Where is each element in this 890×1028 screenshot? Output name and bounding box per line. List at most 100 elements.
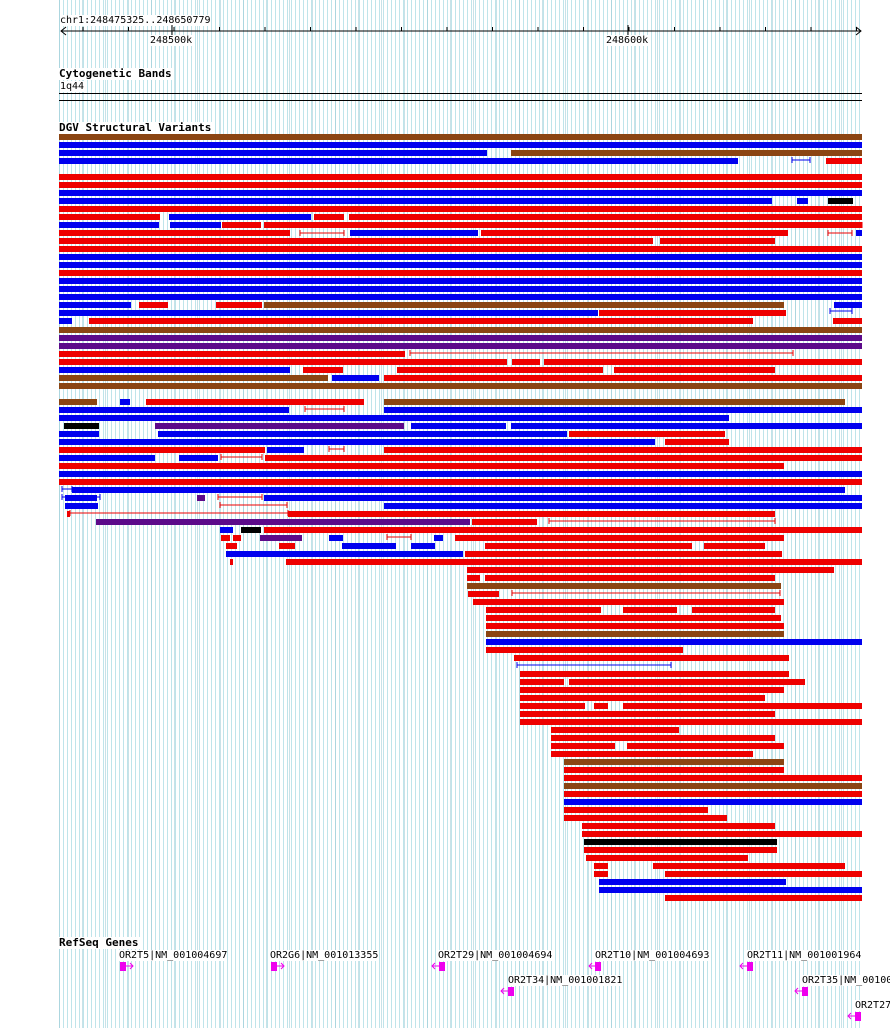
dgv-variant-feature[interactable] bbox=[59, 302, 131, 308]
dgv-variant-feature[interactable] bbox=[473, 599, 784, 605]
dgv-variant-feature[interactable] bbox=[486, 615, 781, 621]
dgv-variant-feature[interactable] bbox=[265, 455, 862, 461]
dgv-variant-feature[interactable] bbox=[520, 719, 862, 725]
dgv-variant-feature[interactable] bbox=[514, 655, 789, 661]
dgv-variant-feature[interactable] bbox=[564, 767, 784, 773]
dgv-variant-feature[interactable] bbox=[342, 543, 396, 549]
dgv-variant-feature[interactable] bbox=[267, 447, 304, 453]
gene-label-or2t11[interactable]: OR2T11|NM_001001964 bbox=[747, 950, 862, 961]
dgv-variant-feature[interactable] bbox=[286, 559, 862, 565]
dgv-variant-feature[interactable] bbox=[220, 527, 233, 533]
dgv-variant-feature[interactable] bbox=[226, 543, 237, 549]
dgv-variant-feature[interactable] bbox=[569, 431, 725, 437]
dgv-variant-feature[interactable] bbox=[96, 519, 470, 525]
gene-glyph-or2t11[interactable] bbox=[739, 962, 753, 971]
gene-label-or2t29[interactable]: OR2T29|NM_001004694 bbox=[438, 950, 553, 961]
dgv-variant-feature[interactable] bbox=[551, 727, 679, 733]
dgv-variant-feature[interactable] bbox=[158, 431, 567, 437]
dgv-variant-feature[interactable] bbox=[65, 503, 98, 509]
dgv-variant-feature[interactable] bbox=[467, 583, 781, 589]
dgv-track-title[interactable]: DGV Structural Variants bbox=[59, 121, 214, 134]
dgv-variant-feature[interactable] bbox=[59, 278, 862, 284]
dgv-variant-feature[interactable] bbox=[230, 559, 233, 565]
gene-glyph-or2t34[interactable] bbox=[500, 987, 514, 996]
dgv-variant-feature[interactable] bbox=[564, 783, 862, 789]
dgv-variant-feature[interactable] bbox=[59, 431, 99, 437]
gene-glyph-or2t10[interactable] bbox=[588, 962, 601, 971]
dgv-variant-feature[interactable] bbox=[627, 743, 784, 749]
dgv-variant-feature[interactable] bbox=[59, 182, 862, 188]
dgv-variant-feature[interactable] bbox=[582, 831, 862, 837]
dgv-variant-feature[interactable] bbox=[486, 639, 862, 645]
dgv-variant-feature[interactable] bbox=[704, 543, 765, 549]
dgv-variant-feature[interactable] bbox=[564, 815, 727, 821]
dgv-variant-feature[interactable] bbox=[465, 551, 782, 557]
gene-label-or2t35[interactable]: OR2T35|NM_00100 bbox=[802, 975, 890, 986]
dgv-variant-feature[interactable] bbox=[486, 647, 683, 653]
dgv-variant-feature[interactable] bbox=[264, 302, 784, 308]
dgv-variant-feature[interactable] bbox=[329, 535, 343, 541]
dgv-variant-feature[interactable] bbox=[411, 423, 506, 429]
dgv-variant-feature[interactable] bbox=[599, 887, 862, 893]
dgv-variant-feature[interactable] bbox=[59, 134, 862, 140]
dgv-variant-feature[interactable] bbox=[856, 230, 862, 236]
dgv-variant-feature[interactable] bbox=[468, 591, 499, 597]
dgv-variant-feature[interactable] bbox=[564, 799, 862, 805]
dgv-variant-feature[interactable] bbox=[221, 535, 230, 541]
dgv-variant-feature[interactable] bbox=[485, 575, 775, 581]
dgv-variant-feature[interactable] bbox=[314, 214, 344, 220]
dgv-variant-feature[interactable] bbox=[59, 327, 862, 333]
gene-glyph-or2g6[interactable] bbox=[271, 962, 285, 971]
dgv-variant-feature[interactable] bbox=[434, 535, 443, 541]
dgv-variant-feature[interactable] bbox=[384, 407, 862, 413]
dgv-variant-feature[interactable] bbox=[59, 335, 862, 341]
dgv-variant-feature[interactable] bbox=[544, 359, 862, 365]
dgv-variant-feature[interactable] bbox=[59, 174, 862, 180]
dgv-variant-feature[interactable] bbox=[472, 519, 537, 525]
dgv-variant-feature[interactable] bbox=[551, 743, 615, 749]
dgv-variant-feature[interactable] bbox=[520, 687, 784, 693]
dgv-variant-feature[interactable] bbox=[59, 471, 862, 477]
dgv-variant-feature[interactable] bbox=[59, 310, 598, 316]
dgv-variant-feature[interactable] bbox=[623, 703, 862, 709]
cytoband-track-title[interactable]: Cytogenetic Bands bbox=[59, 67, 174, 80]
dgv-variant-feature[interactable] bbox=[233, 535, 241, 541]
dgv-variant-feature[interactable] bbox=[692, 607, 775, 613]
dgv-variant-feature[interactable] bbox=[599, 310, 786, 316]
dgv-variant-feature[interactable] bbox=[59, 351, 405, 357]
dgv-variant-feature[interactable] bbox=[64, 423, 99, 429]
dgv-variant-feature[interactable] bbox=[584, 839, 777, 845]
dgv-variant-feature[interactable] bbox=[455, 535, 784, 541]
dgv-variant-feature[interactable] bbox=[797, 198, 808, 204]
dgv-variant-feature[interactable] bbox=[384, 503, 862, 509]
gene-glyph-or2t29[interactable] bbox=[431, 962, 445, 971]
dgv-variant-feature[interactable] bbox=[520, 695, 765, 701]
dgv-variant-feature[interactable] bbox=[485, 543, 692, 549]
dgv-variant-feature[interactable] bbox=[59, 262, 862, 268]
dgv-variant-feature[interactable] bbox=[660, 238, 775, 244]
dgv-variant-feature[interactable] bbox=[216, 302, 262, 308]
dgv-variant-feature[interactable] bbox=[481, 230, 788, 236]
dgv-variant-feature[interactable] bbox=[59, 286, 862, 292]
dgv-variant-feature[interactable] bbox=[551, 735, 775, 741]
dgv-variant-feature[interactable] bbox=[67, 511, 70, 517]
dgv-variant-feature[interactable] bbox=[89, 318, 753, 324]
dgv-variant-feature[interactable] bbox=[120, 399, 130, 405]
gene-label-or2t10[interactable]: OR2T10|NM_001004693 bbox=[595, 950, 710, 961]
dgv-variant-feature[interactable] bbox=[486, 623, 784, 629]
dgv-variant-feature[interactable] bbox=[332, 375, 379, 381]
dgv-variant-feature[interactable] bbox=[59, 375, 328, 381]
cytoband-track[interactable] bbox=[0, 0, 890, 110]
dgv-variant-feature[interactable] bbox=[279, 543, 295, 549]
dgv-variant-feature[interactable] bbox=[512, 359, 540, 365]
dgv-variant-feature[interactable] bbox=[511, 150, 862, 156]
dgv-variant-feature[interactable] bbox=[665, 871, 862, 877]
dgv-variant-feature[interactable] bbox=[59, 383, 862, 389]
dgv-variant-feature[interactable] bbox=[349, 214, 862, 220]
dgv-variant-feature[interactable] bbox=[564, 807, 708, 813]
dgv-variant-feature[interactable] bbox=[59, 367, 290, 373]
dgv-variant-feature[interactable] bbox=[586, 855, 748, 861]
dgv-variant-feature[interactable] bbox=[665, 895, 862, 901]
dgv-variant-feature[interactable] bbox=[264, 495, 862, 501]
dgv-variant-feature[interactable] bbox=[59, 359, 507, 365]
